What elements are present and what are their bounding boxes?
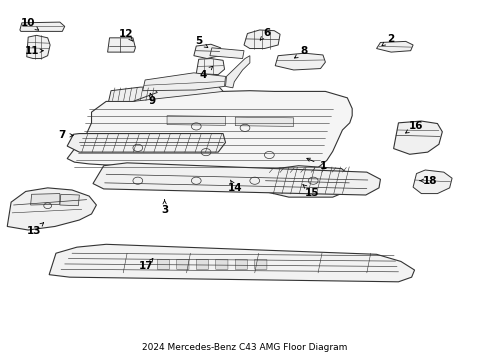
Polygon shape <box>196 259 208 269</box>
Text: 18: 18 <box>420 176 438 186</box>
Text: 7: 7 <box>59 130 73 140</box>
Polygon shape <box>49 244 415 282</box>
Polygon shape <box>67 84 352 176</box>
Polygon shape <box>167 116 225 125</box>
Polygon shape <box>67 134 225 152</box>
Polygon shape <box>265 166 351 197</box>
Text: 14: 14 <box>228 180 243 193</box>
Text: 16: 16 <box>406 121 424 133</box>
Polygon shape <box>133 84 223 102</box>
Polygon shape <box>235 117 294 126</box>
Text: 9: 9 <box>149 93 156 107</box>
Polygon shape <box>108 38 135 52</box>
Text: 8: 8 <box>294 46 308 58</box>
Text: 2024 Mercedes-Benz C43 AMG Floor Diagram: 2024 Mercedes-Benz C43 AMG Floor Diagram <box>142 343 348 352</box>
Polygon shape <box>210 48 244 59</box>
Text: 2: 2 <box>382 34 395 46</box>
Polygon shape <box>244 30 280 49</box>
Text: 1: 1 <box>307 158 326 171</box>
Polygon shape <box>27 35 50 59</box>
Polygon shape <box>196 59 224 75</box>
Polygon shape <box>93 163 380 195</box>
Text: 4: 4 <box>200 66 213 80</box>
Polygon shape <box>225 56 250 88</box>
Polygon shape <box>143 73 225 91</box>
Polygon shape <box>157 259 170 269</box>
Text: 5: 5 <box>195 36 208 48</box>
Text: 3: 3 <box>161 200 168 215</box>
Text: 13: 13 <box>27 223 44 236</box>
Polygon shape <box>376 41 413 52</box>
Polygon shape <box>20 22 65 31</box>
Polygon shape <box>255 259 267 269</box>
Polygon shape <box>275 53 325 70</box>
Text: 15: 15 <box>303 185 319 198</box>
Text: 17: 17 <box>139 258 154 271</box>
Polygon shape <box>7 188 97 230</box>
Polygon shape <box>30 194 60 205</box>
Polygon shape <box>109 87 157 102</box>
Polygon shape <box>413 170 452 194</box>
Polygon shape <box>393 121 442 154</box>
Text: 6: 6 <box>260 28 270 40</box>
Polygon shape <box>235 259 247 269</box>
Text: 10: 10 <box>21 18 39 30</box>
Text: 11: 11 <box>24 46 43 56</box>
Text: 12: 12 <box>119 28 133 41</box>
Polygon shape <box>216 259 228 269</box>
Polygon shape <box>194 44 221 59</box>
Polygon shape <box>60 194 79 206</box>
Polygon shape <box>177 259 189 269</box>
